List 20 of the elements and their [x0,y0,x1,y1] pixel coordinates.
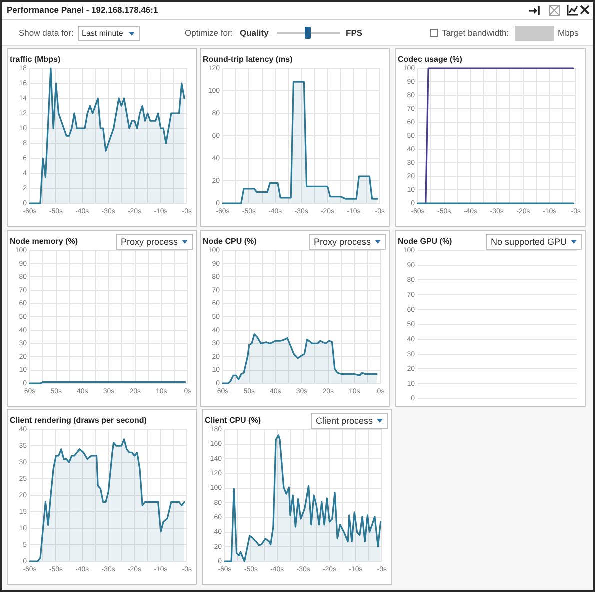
dropdown: No supported GPU [486,234,582,250]
chart-title: Node CPU (%) [203,237,258,246]
dropdown: Proxy process [308,234,386,250]
text: Mbps [558,27,579,39]
chart-title: Client rendering (draws per second) [10,416,148,426]
dropdown: Proxy process [116,234,193,250]
text: Performance Panel - 192.168.178.46:1 [7,5,158,16]
text: Quality [240,27,269,39]
chart-title: traffic (Mbps) [10,55,61,64]
text: Target bandwidth: [442,27,510,39]
dropdown: Client process [310,413,388,429]
chart-title: Client CPU (%) [205,416,262,426]
text: FPS [346,27,363,39]
chart-title: Codec usage (%) [398,55,463,64]
text: Show data for: [19,27,74,39]
dropdown: Last minute [78,26,140,41]
chart-title: Round-trip latency (ms) [203,55,294,64]
text: Optimize for: [185,27,234,39]
chart-title: Node GPU (%) [398,237,453,246]
chart-title: Node memory (%) [10,237,78,246]
